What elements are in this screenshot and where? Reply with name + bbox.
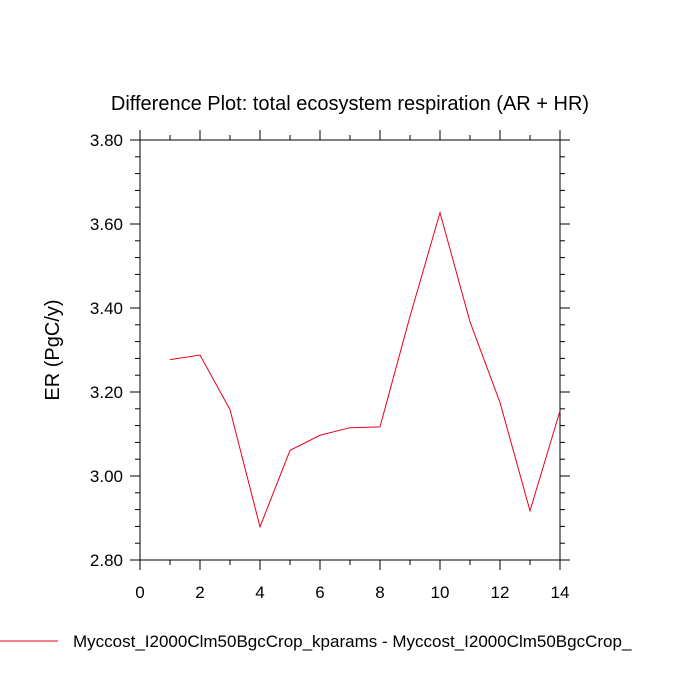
y-tick-label: 3.00 — [90, 467, 123, 486]
x-axis-ticks — [139, 130, 561, 570]
series-point — [410, 316, 411, 317]
series-line — [169, 210, 561, 529]
series-point — [200, 355, 201, 356]
x-tick-label: 2 — [195, 583, 204, 602]
series-point — [380, 426, 381, 427]
series-point — [350, 427, 351, 428]
y-axis-tick-labels: 2.80 3.00 3.20 3.40 3.60 3.80 — [90, 131, 123, 570]
y-axis-ticks — [130, 139, 570, 561]
x-tick-label: 8 — [375, 583, 384, 602]
series-point — [530, 510, 531, 511]
x-tick-label: 0 — [135, 583, 144, 602]
x-axis-tick-labels: 0 2 4 6 8 10 12 14 — [135, 583, 569, 602]
series-point — [560, 410, 561, 411]
legend: Myccost_I2000Clm50BgcCrop_kparams - Mycc… — [0, 632, 632, 651]
plot-frame — [139, 139, 561, 561]
y-tick-label: 2.80 — [90, 551, 123, 570]
chart-title: Difference Plot: total ecosystem respira… — [111, 93, 589, 115]
series-point — [230, 409, 231, 410]
y-tick-label: 3.60 — [90, 215, 123, 234]
series-point — [260, 526, 261, 527]
legend-label: Myccost_I2000Clm50BgcCrop_kparams - Mycc… — [73, 632, 632, 651]
x-tick-label: 10 — [431, 583, 450, 602]
y-tick-label: 3.20 — [90, 383, 123, 402]
series-point — [500, 402, 501, 403]
series-point — [290, 450, 291, 451]
series-point — [470, 321, 471, 322]
x-tick-label: 6 — [315, 583, 324, 602]
series-point — [170, 359, 171, 360]
x-tick-label: 14 — [551, 583, 570, 602]
y-tick-label: 3.80 — [90, 131, 123, 150]
series-point — [320, 435, 321, 436]
y-axis-label: ER (PgC/y) — [42, 299, 64, 400]
x-tick-label: 4 — [255, 583, 264, 602]
x-tick-label: 12 — [491, 583, 510, 602]
series-points — [170, 212, 561, 527]
y-tick-label: 3.40 — [90, 299, 123, 318]
series-point — [440, 212, 441, 213]
